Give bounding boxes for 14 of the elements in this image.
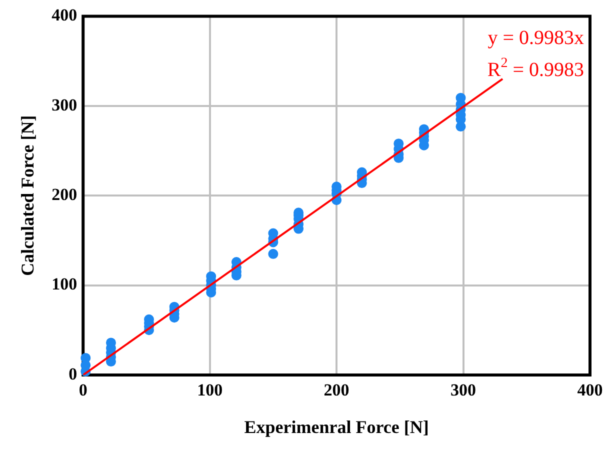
y-axis-title: Calculated Force [N] <box>17 115 38 276</box>
y-tick-label: 200 <box>52 184 78 204</box>
x-axis-title: Experimenral Force [N] <box>244 416 429 437</box>
point <box>80 352 91 363</box>
annotation: y = 0.9983x <box>488 27 584 50</box>
y-tick-label: 0 <box>68 364 78 384</box>
y-tick-label: 400 <box>52 6 78 25</box>
y-tick-label: 100 <box>52 274 78 294</box>
y-tick-label: 300 <box>52 95 78 114</box>
point <box>268 248 278 259</box>
x-tick-label: 200 <box>324 380 350 400</box>
x-tick-label: 400 <box>577 380 603 400</box>
x-tick-label: 300 <box>450 380 476 400</box>
x-tick-label: 100 <box>197 380 223 400</box>
